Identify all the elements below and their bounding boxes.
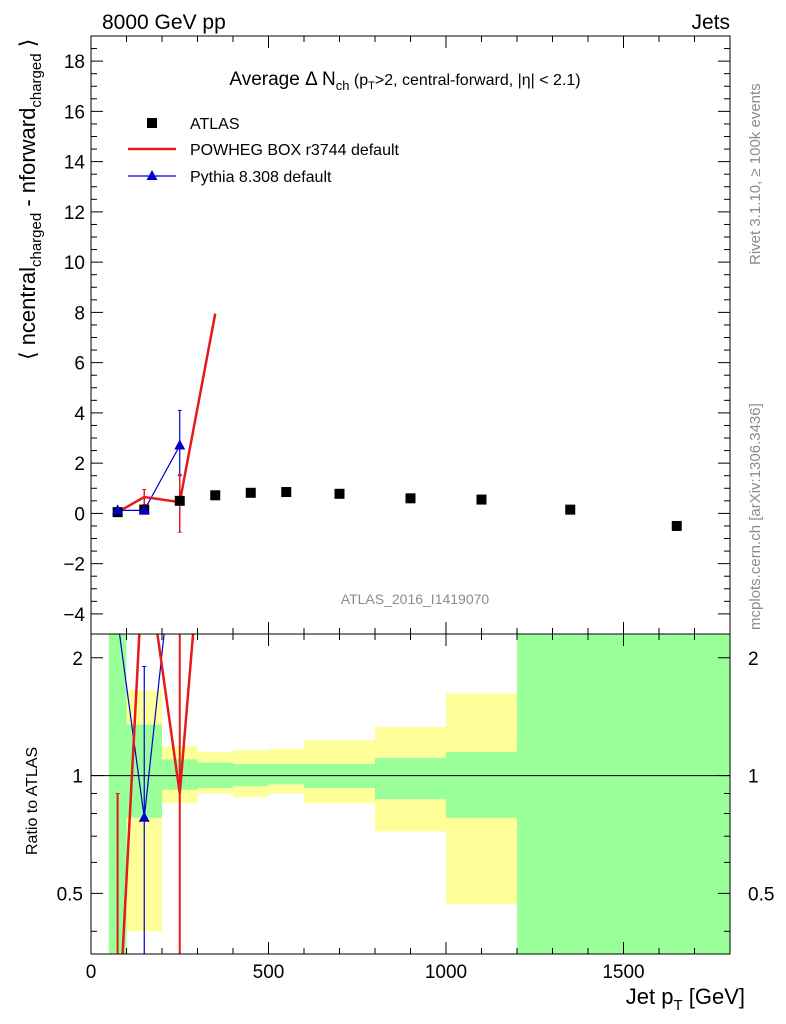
ratio-series-layer <box>91 634 730 954</box>
main-ytick-label: −2 <box>63 555 85 576</box>
ratio-ticks: 0.5 0.5 1 1 2 2 0 500 1000 1500 <box>57 634 774 983</box>
ratio-ytick-label: 1 <box>72 767 83 788</box>
main-frame <box>90 35 731 635</box>
atlas-point <box>281 487 292 498</box>
title-rest: >2, central-forward, |η| < 2.1) <box>375 72 581 89</box>
xtick-label: 500 <box>253 962 285 983</box>
ratio-powheg-line <box>121 634 195 954</box>
atlas-point <box>334 488 345 499</box>
ylabel-b: central <box>15 267 40 333</box>
ratio-ytick-label-right: 2 <box>748 649 759 670</box>
xlabel-sub: T <box>673 997 682 1014</box>
mcplots-label: mcplots.cern.ch [arXiv:1306.3436] <box>747 403 764 630</box>
main-ytick-label: 4 <box>74 404 85 425</box>
ratio-panel: Ratio to ATLAS 0.5 0.5 1 1 2 2 0 500 1000 1500 Je… <box>24 634 774 1014</box>
ylabel-c: - n <box>15 181 40 213</box>
ratio-ytick-label: 2 <box>72 649 83 670</box>
pythia-point <box>112 504 124 515</box>
xlabel-unit: [GeV] <box>683 984 745 1009</box>
powheg-line <box>117 313 217 514</box>
xlabel-main: Jet p <box>626 984 674 1009</box>
ratio-bands <box>108 634 730 954</box>
atlas-point <box>565 504 576 515</box>
main-title: Average Δ Nch (pT>2, central-forward, |η… <box>229 69 580 93</box>
ratio-ytick-label-right: 1 <box>748 767 759 788</box>
xtick-label: 1000 <box>425 962 467 983</box>
title-prefix: Average Δ N <box>229 69 335 90</box>
rivet-version-label: Rivet 3.1.10, ≥ 100k events <box>747 83 764 265</box>
main-y-ticks: −4 −2 0 2 4 6 8 10 12 14 16 18 <box>63 35 731 634</box>
main-series-layer <box>112 313 682 533</box>
atlas-point <box>245 487 256 498</box>
xtick-label: 1500 <box>602 962 644 983</box>
ratio-y-axis-label: Ratio to ATLAS <box>24 747 41 855</box>
header-jets-label: Jets <box>691 11 730 34</box>
legend-pythia-label: Pythia 8.308 default <box>190 169 332 186</box>
ylabel-d-sub: charged <box>28 53 45 107</box>
pythia-point <box>174 439 186 450</box>
ratio-frame <box>90 633 731 955</box>
title-sub: ch <box>336 78 350 93</box>
title-sub2: T <box>368 80 375 92</box>
atlas-point <box>210 490 221 501</box>
legend-powheg-label: POWHEG BOX r3744 default <box>190 142 400 159</box>
xtick-label: 0 <box>86 962 97 983</box>
main-ytick-label: 6 <box>74 354 85 375</box>
ylabel-d: forward <box>15 108 40 181</box>
main-ytick-label: 18 <box>64 52 85 73</box>
main-y-axis-label: ⟨ ncentralcharged - nforwardcharged ⟩ <box>15 39 45 360</box>
main-ytick-label: 12 <box>64 203 85 224</box>
band-inner-5 <box>268 764 304 785</box>
ratio-pythia-point <box>138 811 150 822</box>
atlas-point <box>405 493 416 504</box>
atlas-point <box>174 495 185 506</box>
atlas-point <box>476 494 487 505</box>
main-ytick-label: 8 <box>74 303 85 324</box>
legend: ATLAS POWHEG BOX r3744 default Pythia 8.… <box>128 116 400 186</box>
main-ytick-label: 0 <box>74 504 85 525</box>
ratio-ytick-label: 0.5 <box>57 884 83 905</box>
header-energy-label: 8000 GeV pp <box>102 11 226 34</box>
ylabel-b-sub: charged <box>28 213 45 267</box>
main-panel: Average Δ Nch (pT>2, central-forward, |η… <box>15 35 731 634</box>
main-ytick-label: 2 <box>74 454 85 475</box>
legend-atlas-marker <box>147 118 157 128</box>
legend-atlas-label: ATLAS <box>190 116 240 133</box>
main-ytick-label: 16 <box>64 102 85 123</box>
pythia-point <box>138 504 150 515</box>
analysis-watermark: ATLAS_2016_I1419070 <box>341 591 490 607</box>
ylabel-e: ⟩ <box>15 39 40 54</box>
main-ytick-label: 10 <box>64 253 85 274</box>
legend-pythia-marker <box>146 170 158 180</box>
main-ytick-label: −4 <box>63 605 85 626</box>
band-inner-7 <box>375 757 446 800</box>
x-axis-label: Jet pT [GeV] <box>626 984 745 1014</box>
band-inner-9 <box>517 634 730 954</box>
title-open: (p <box>349 72 368 89</box>
band-inner-8 <box>446 751 517 818</box>
atlas-point <box>671 520 682 531</box>
ratio-ytick-label-right: 0.5 <box>748 884 774 905</box>
ylabel-a: ⟨ n <box>15 333 40 360</box>
main-ytick-label: 14 <box>64 153 86 174</box>
